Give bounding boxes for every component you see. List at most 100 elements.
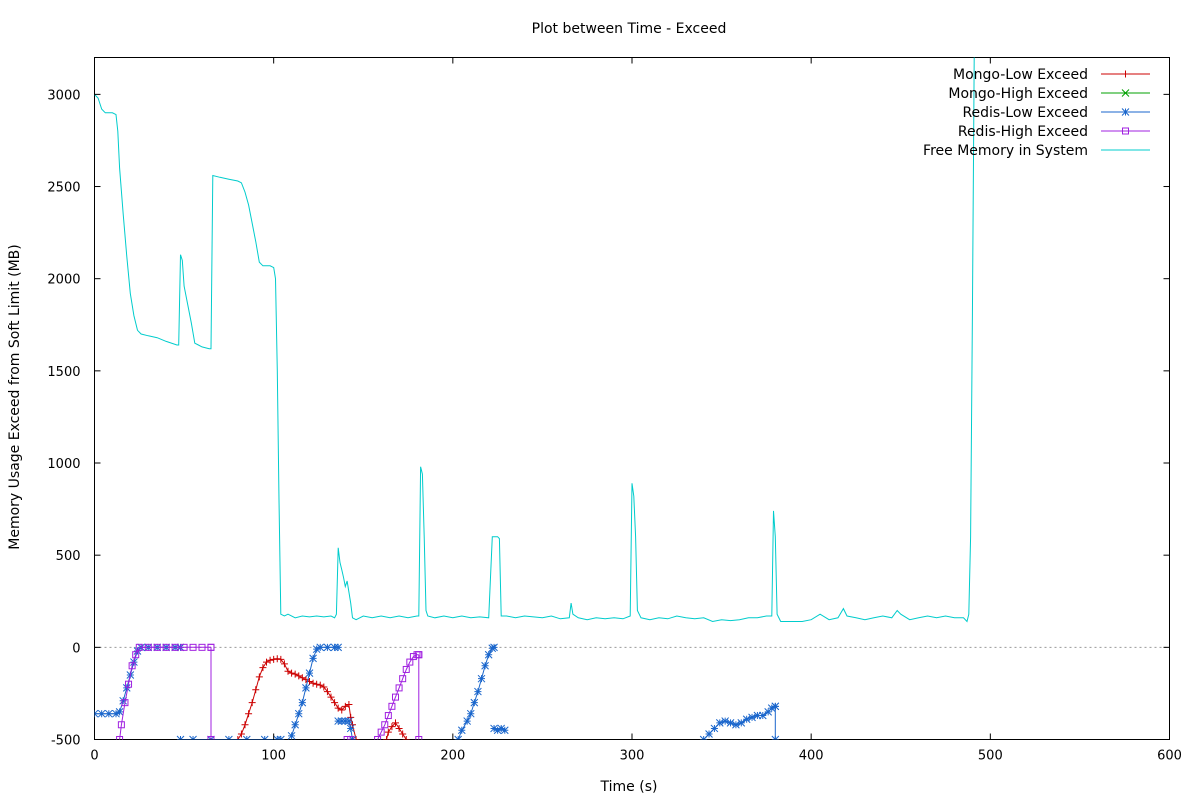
data-point-star	[316, 643, 325, 652]
data-point-plus	[277, 655, 285, 663]
data-point-square	[399, 675, 407, 683]
data-point-star	[497, 724, 506, 733]
data-point-plus	[402, 736, 410, 740]
data-point-square	[1122, 127, 1129, 135]
data-point-plus	[1122, 70, 1129, 78]
data-point-star	[189, 735, 197, 740]
data-point-star	[742, 715, 751, 724]
data-point-star	[753, 711, 762, 720]
data-point-star	[1121, 108, 1130, 116]
data-point-star	[493, 726, 502, 735]
series-layer	[94, 57, 975, 740]
series-free-memory-in-system	[94, 57, 975, 623]
data-point-star	[309, 654, 317, 663]
data-point-square	[388, 702, 396, 710]
data-point-plus	[309, 679, 317, 687]
data-point-star	[323, 643, 332, 652]
series-line	[493, 727, 506, 731]
legend-label: Mongo-High Exceed	[948, 86, 1088, 102]
data-point-star	[104, 709, 113, 718]
data-point-plus	[323, 688, 331, 696]
data-point-star	[771, 735, 780, 740]
series-line	[386, 722, 407, 740]
data-point-square	[381, 721, 389, 729]
data-point-plus	[248, 699, 256, 707]
data-point-star	[470, 698, 479, 707]
data-point-square	[125, 680, 133, 688]
series-redis-low-exceed	[94, 643, 780, 740]
legend-label: Redis-Low Exceed	[962, 105, 1088, 121]
data-point-star	[490, 724, 498, 733]
data-point-star	[748, 713, 756, 722]
data-point-star	[112, 709, 120, 718]
data-point-star	[484, 650, 493, 659]
legend-label: Mongo-Low Exceed	[953, 67, 1088, 83]
data-point-star	[115, 707, 124, 716]
y-tick-label: -500	[51, 734, 81, 749]
data-point-plus	[388, 723, 396, 731]
data-point-square	[347, 736, 355, 740]
data-point-plus	[327, 693, 335, 701]
data-point-star	[242, 735, 251, 740]
data-point-square	[415, 651, 423, 659]
data-point-square	[135, 643, 143, 651]
data-point-star	[291, 720, 300, 729]
data-point-star	[302, 684, 310, 692]
data-point-plus	[334, 704, 342, 712]
data-point-plus	[241, 721, 249, 729]
data-point-square	[153, 643, 161, 651]
data-point-plus	[234, 736, 242, 740]
legend-item: Mongo-High Exceed	[948, 86, 1150, 102]
x-tick-label: 600	[1157, 749, 1182, 764]
data-point-star	[346, 724, 355, 733]
data-point-star	[94, 709, 99, 718]
y-tick-label: 2500	[47, 181, 80, 196]
x-tick-label: 100	[261, 749, 286, 764]
data-point-square	[402, 665, 410, 673]
x-tick-label: 300	[620, 749, 645, 764]
data-point-star	[312, 645, 321, 654]
data-point-square	[377, 728, 385, 736]
data-point-star	[767, 704, 776, 713]
x-axis-label: Time (s)	[600, 779, 658, 795]
data-point-plus	[284, 667, 292, 675]
series-line	[237, 658, 357, 740]
data-point-square	[406, 658, 414, 666]
data-point-star	[732, 720, 740, 729]
data-point-star	[176, 735, 185, 740]
data-point-star	[119, 696, 128, 705]
data-point-star	[758, 711, 767, 720]
legend: Mongo-Low Exceed Mongo-High Exceed Redis-L…	[923, 67, 1150, 159]
data-point-plus	[384, 728, 392, 736]
data-point-square	[144, 643, 152, 651]
data-point-plus	[352, 736, 360, 740]
y-tick-label: 1500	[47, 365, 80, 380]
data-point-star	[337, 717, 346, 725]
data-point-plus	[345, 700, 353, 708]
series-line	[94, 57, 975, 623]
y-tick-label: 3000	[47, 88, 80, 103]
y-tick-label: 2000	[47, 273, 80, 288]
data-point-star	[334, 717, 343, 725]
data-point-square	[392, 693, 399, 701]
data-point-square	[121, 699, 129, 707]
data-point-square	[415, 736, 423, 740]
legend-label: Redis-High Exceed	[958, 124, 1088, 140]
data-point-plus	[291, 670, 299, 678]
data-point-plus	[259, 664, 267, 672]
data-point-square	[128, 662, 136, 670]
data-point-plus	[295, 672, 303, 680]
data-point-square	[116, 736, 124, 740]
data-point-square	[198, 643, 206, 651]
y-tick-label: 500	[56, 549, 81, 564]
y-tick-label: 1000	[47, 457, 80, 472]
data-point-star	[710, 724, 719, 733]
data-point-plus	[399, 730, 407, 738]
data-point-star	[294, 709, 303, 718]
data-point-star	[721, 717, 730, 725]
data-point-square	[117, 721, 125, 729]
data-point-star	[457, 726, 466, 735]
legend-label: Free Memory in System	[923, 143, 1088, 159]
data-point-square	[180, 643, 188, 651]
